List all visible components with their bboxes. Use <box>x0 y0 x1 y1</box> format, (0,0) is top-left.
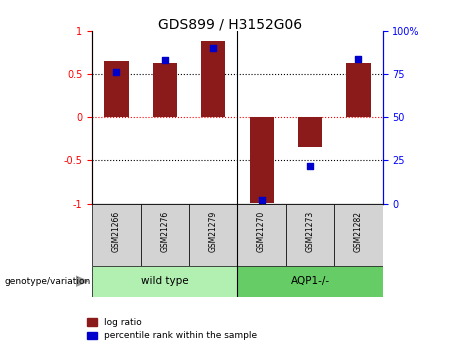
Point <box>258 197 265 203</box>
Bar <box>286 204 334 266</box>
Legend: log ratio, percentile rank within the sample: log ratio, percentile rank within the sa… <box>88 318 257 341</box>
Text: genotype/variation: genotype/variation <box>5 277 91 286</box>
Text: GDS899 / H3152G06: GDS899 / H3152G06 <box>159 17 302 31</box>
Polygon shape <box>76 276 88 286</box>
Bar <box>237 204 286 266</box>
Text: GSM21279: GSM21279 <box>209 211 218 252</box>
Text: wild type: wild type <box>141 276 189 286</box>
Text: GSM21266: GSM21266 <box>112 211 121 252</box>
Bar <box>201 41 225 117</box>
Bar <box>92 204 141 266</box>
Bar <box>237 266 383 297</box>
Point <box>209 46 217 51</box>
Point <box>112 70 120 75</box>
Bar <box>298 117 322 148</box>
Text: AQP1-/-: AQP1-/- <box>290 276 330 286</box>
Point <box>306 163 313 168</box>
Text: GSM21282: GSM21282 <box>354 211 363 252</box>
Bar <box>334 204 383 266</box>
Bar <box>92 266 237 297</box>
Point <box>161 58 168 63</box>
Text: GSM21276: GSM21276 <box>160 211 169 252</box>
Bar <box>346 63 371 117</box>
Bar <box>153 63 177 117</box>
Bar <box>141 204 189 266</box>
Bar <box>249 117 274 203</box>
Point <box>355 56 362 61</box>
Text: GSM21273: GSM21273 <box>306 211 314 252</box>
Bar <box>189 204 237 266</box>
Bar <box>104 61 129 117</box>
Text: GSM21270: GSM21270 <box>257 211 266 252</box>
